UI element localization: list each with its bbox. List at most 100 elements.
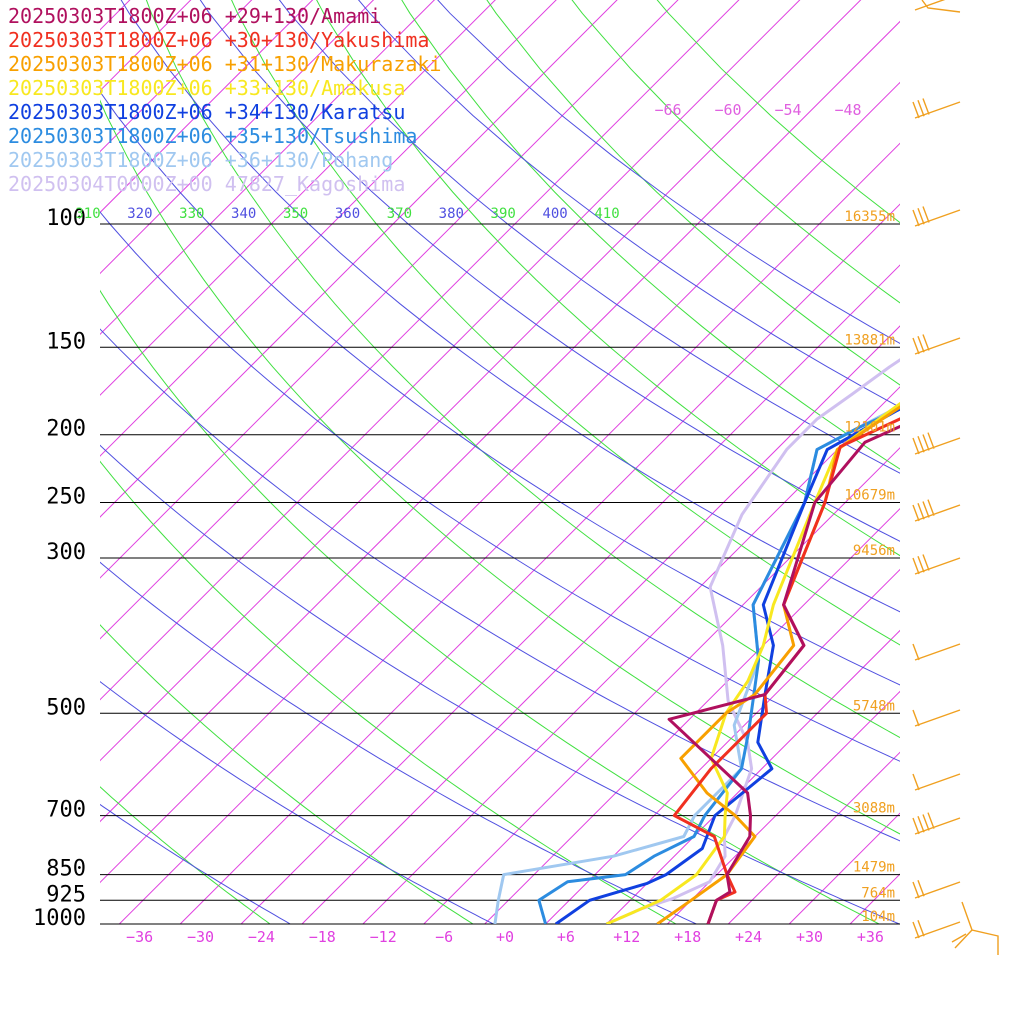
wind-barb-flag [922, 434, 930, 451]
legend-entry: 20250303T1800Z+06 +34+130/Karatsu [8, 100, 405, 124]
profile-line [656, 405, 900, 924]
wind-barb [914, 881, 961, 899]
pressure-label: 300 [46, 540, 86, 565]
isotherm [667, 690, 900, 924]
wind-barb-flag [922, 334, 930, 351]
isotherm [849, 873, 900, 924]
wind-barb-flag [927, 499, 935, 516]
dry-adiabat [401, 0, 900, 470]
wind-barb-flag [912, 557, 920, 575]
wind-barb [914, 557, 961, 575]
wind-barb [914, 437, 961, 455]
isotherm [100, 0, 496, 396]
x-tick-label: −6 [435, 928, 453, 946]
isobars [100, 223, 900, 925]
legend-entry: 20250303T1800Z+06 +31+130/Makurazaki [8, 52, 441, 76]
height-label: 12101m [844, 420, 895, 436]
wind-barb-flag [917, 335, 925, 353]
isotherm [240, 264, 900, 924]
theta-label: 330 [179, 206, 204, 222]
dry-adiabat [656, 0, 900, 224]
upper-temp-label: −60 [714, 101, 741, 119]
moist-adiabat [100, 803, 292, 924]
isotherm [423, 447, 900, 924]
pressure-label: 150 [46, 329, 86, 354]
isotherm [301, 325, 900, 924]
moist-adiabat [100, 90, 900, 686]
wind-barbs [912, 0, 999, 955]
pressure-label: 700 [46, 798, 86, 823]
wind-barb [914, 921, 961, 939]
axis-labels: 100 16355m 150 13881m 200 12101m 250 10679m 300 9… [33, 101, 895, 946]
wind-barb-flag [922, 501, 930, 518]
wind-barb [914, 709, 961, 727]
moist-adiabat [100, 444, 900, 924]
isotherm [100, 0, 557, 457]
dry-adiabat [486, 0, 900, 386]
height-label: 9456m [853, 543, 895, 559]
dry-adiabat [100, 99, 900, 835]
wind-barb-flag [922, 554, 930, 571]
isotherm [484, 507, 900, 924]
profile-line [537, 407, 900, 924]
x-tick-label: +30 [796, 928, 823, 946]
height-label: 5748m [853, 698, 895, 714]
theta-label: 390 [491, 206, 516, 222]
wind-barb-flag [927, 812, 935, 829]
x-tick-label: +36 [857, 928, 884, 946]
wind-barb-flag [917, 207, 925, 225]
profile-line [493, 404, 900, 924]
profile-line [605, 358, 900, 924]
height-label: 13881m [844, 332, 895, 348]
wind-barb [914, 101, 961, 119]
wind-barb-flag [922, 814, 930, 831]
wind-barb-flag [922, 206, 930, 223]
pressure-label: 500 [46, 695, 86, 720]
isotherm [100, 81, 900, 884]
wind-barb-flag [912, 101, 920, 119]
legend: 20250303T1800Z+06 +29+130/Amami 20250303T… [8, 4, 441, 196]
profile-line [605, 401, 900, 924]
isotherm [100, 0, 618, 518]
legend-entry: 20250303T1800Z+06 +33+130/Amakusa [8, 76, 405, 100]
dry-adiabat [145, 0, 900, 739]
moist-adiabat [100, 561, 698, 924]
x-tick-label: +12 [613, 928, 640, 946]
height-label: 1479m [853, 860, 895, 876]
legend-entry: 20250303T1800Z+06 +36+130/Pohang [8, 148, 393, 172]
wind-barb-flag [927, 432, 935, 449]
isotherm [100, 20, 900, 823]
wind-barb [914, 773, 961, 791]
isotherm [100, 0, 801, 701]
x-tick-label: +24 [735, 928, 762, 946]
dry-adiabat [316, 0, 900, 557]
legend-entry: 20250303T1800Z+06 +35+130/Tsushima [8, 124, 417, 148]
dry-adiabat [231, 0, 900, 646]
pressure-label: 100 [46, 206, 86, 231]
wind-barb-flag [912, 643, 920, 661]
wind-barb [914, 209, 961, 227]
legend-entry: 20250304T0000Z+00 47827_Kagoshima [8, 172, 405, 196]
isotherm [362, 386, 900, 924]
x-tick-label: +0 [496, 928, 514, 946]
pressure-label: 250 [46, 485, 86, 510]
wind-barb-flag [917, 555, 925, 573]
x-tick-label: −24 [248, 928, 275, 946]
theta-label: 340 [231, 206, 256, 222]
x-tick-label: −12 [370, 928, 397, 946]
legend-entry: 20250303T1800Z+06 +29+130/Amami [8, 4, 381, 28]
moist-adiabat [278, 0, 900, 474]
temperature-profiles [493, 358, 900, 924]
theta-label: 310 [75, 206, 100, 222]
theta-label: 380 [439, 206, 464, 222]
pressure-label: 1000 [33, 906, 86, 931]
dry-adiabat [100, 786, 271, 924]
isotherm [972, 0, 1024, 924]
background-lines [100, 0, 1024, 924]
wind-barb-flag [917, 435, 925, 453]
wind-barb-flag [917, 879, 925, 897]
isotherm [100, 0, 740, 640]
wind-barb [914, 504, 961, 522]
moist-adiabat [199, 0, 900, 542]
